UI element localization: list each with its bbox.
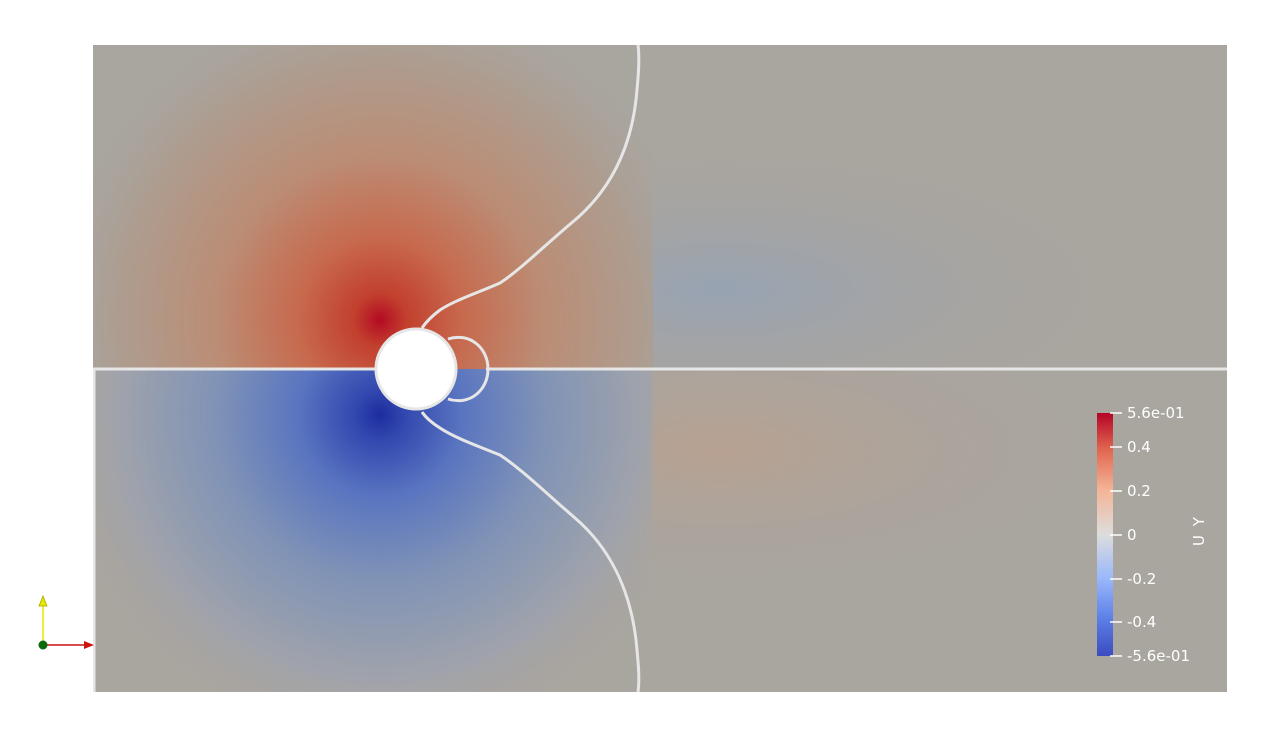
colorbar-label-p04: 0.4 bbox=[1127, 438, 1151, 456]
field-domain bbox=[93, 45, 1227, 692]
cylinder-obstacle bbox=[374, 327, 458, 411]
contour-upper-curve bbox=[420, 45, 641, 329]
contour-rear-bubble bbox=[447, 335, 490, 403]
x-axis-arrow-icon bbox=[46, 641, 94, 649]
colorbar-title: U Y bbox=[1190, 515, 1208, 546]
colorbar-label-n02: -0.2 bbox=[1127, 570, 1156, 588]
contour-lower-curve bbox=[420, 411, 641, 692]
colorbar-label-zero: 0 bbox=[1127, 526, 1137, 544]
colorbar-gradient bbox=[1097, 413, 1113, 656]
colorbar-label-n04: -0.4 bbox=[1127, 613, 1156, 631]
contour-lines bbox=[93, 45, 1227, 692]
colorbar-label-max: 5.6e-01 bbox=[1127, 404, 1185, 422]
origin-dot-icon bbox=[38, 640, 48, 650]
y-axis-arrow-icon bbox=[38, 594, 48, 643]
colorbar: 5.6e-01 0.4 0.2 0 -0.2 -0.4 -5.6e-01 U Y bbox=[1097, 404, 1208, 665]
field-positive-lobe bbox=[93, 45, 653, 369]
orientation-axes[interactable] bbox=[38, 594, 95, 650]
colorbar-label-p02: 0.2 bbox=[1127, 482, 1151, 500]
colorbar-ticks bbox=[1110, 412, 1122, 657]
colorbar-label-min: -5.6e-01 bbox=[1127, 647, 1190, 665]
field-negative-lobe bbox=[93, 369, 653, 692]
